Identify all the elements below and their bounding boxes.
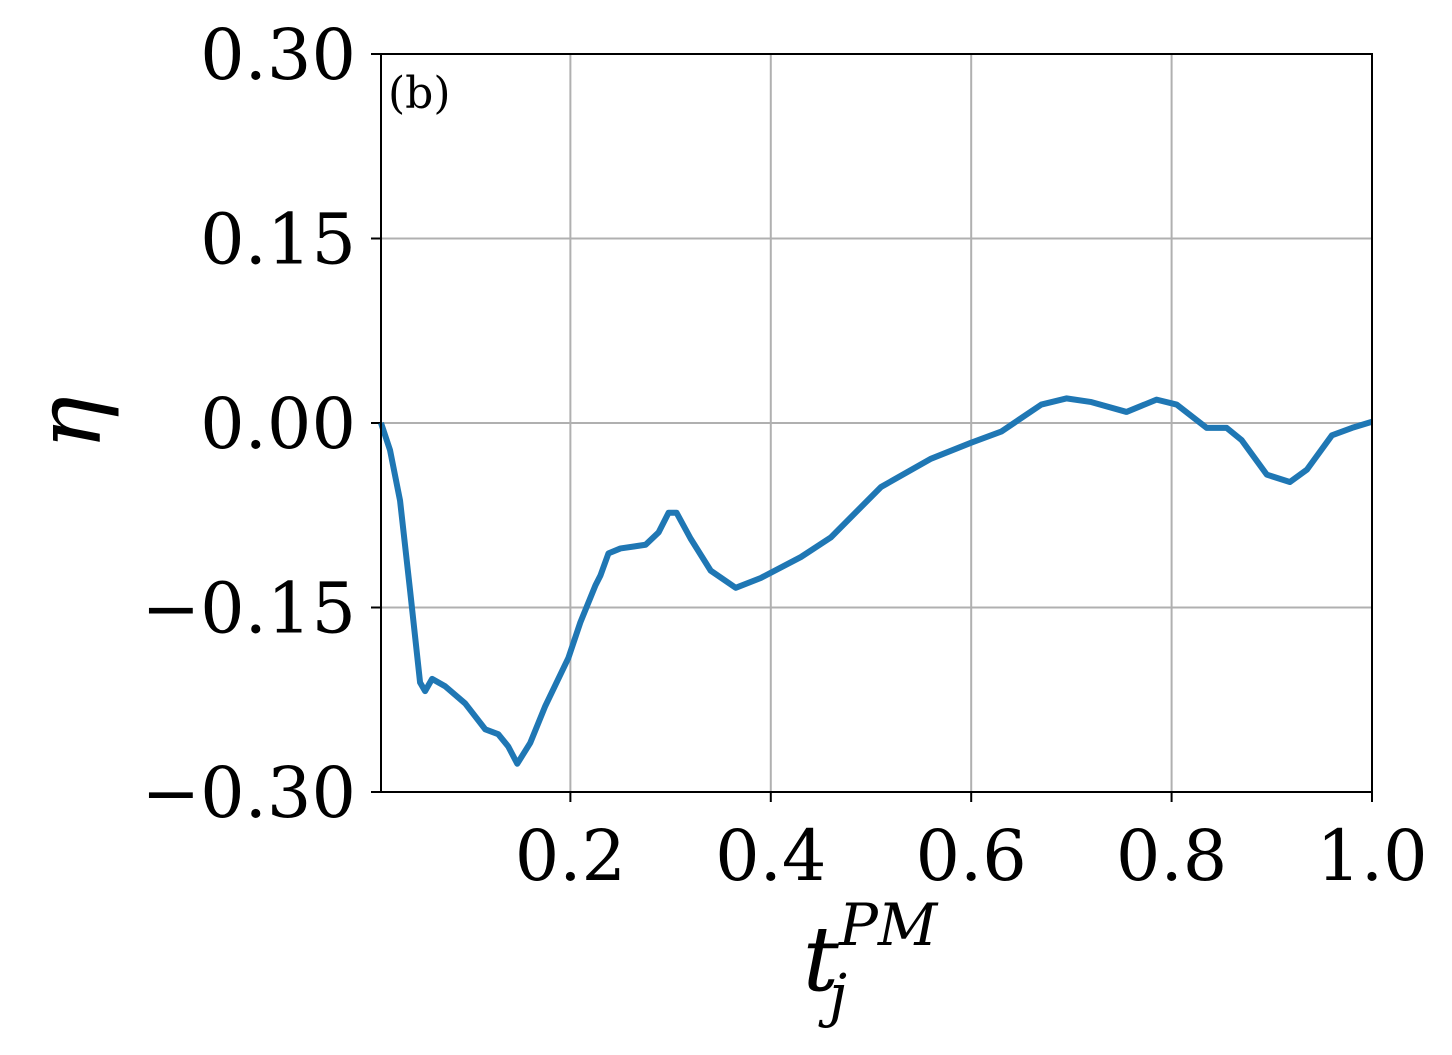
y-tick-label: −0.15	[141, 568, 356, 650]
y-tick-label: −0.30	[141, 752, 356, 834]
x-tick-label: 0.2	[515, 815, 626, 897]
y-tick-label: 0.00	[200, 383, 356, 465]
x-axis-label: tPM j	[803, 891, 939, 1029]
x-tick-label: 1.0	[1316, 815, 1427, 897]
plot-frame	[380, 53, 1373, 793]
y-tick-label: 0.15	[200, 199, 356, 281]
x-tick-label: 0.4	[715, 815, 826, 897]
x-label-sup: PM	[838, 891, 939, 959]
y-axis-label: η	[17, 396, 122, 450]
x-tick-label: 0.8	[1116, 815, 1227, 897]
x-tick-label: 0.6	[916, 815, 1027, 897]
line	[378, 395, 1373, 767]
annotation: (b)	[388, 68, 451, 119]
y-tick-label: 0.30	[200, 14, 356, 96]
x-label-base: t	[803, 907, 840, 1012]
